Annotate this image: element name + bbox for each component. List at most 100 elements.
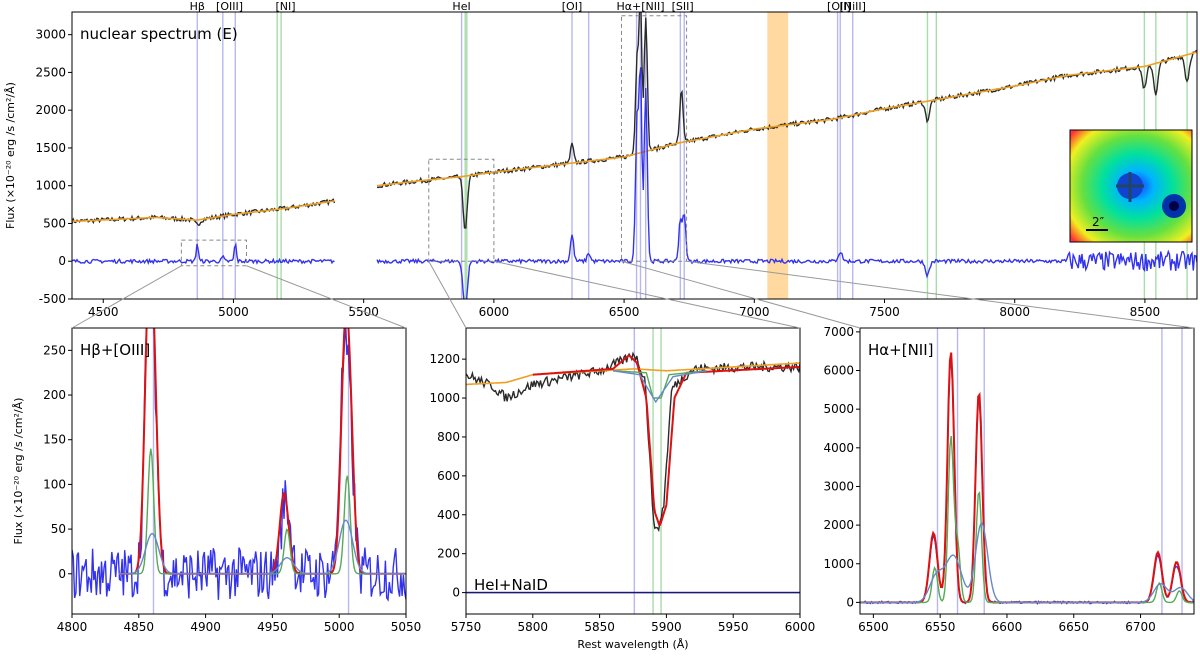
y-tick-label: 150 [43,433,66,447]
y-tick-label: 0 [846,595,854,609]
y-tick-label: 500 [43,216,66,230]
panel-hb: 4800 4850 4900 4950 5000 5050 0 50 100 150 200 250 H… [12,327,422,634]
panel-nad: 5750 5800 5850 5900 5950 6000 0 200 400 600 800 100… [429,327,816,651]
y-tick-label: 3000 [823,479,854,493]
y-tick-label: 1000 [35,179,66,193]
plot-frame [71,327,407,615]
line-label: [OII] [827,0,851,13]
x-tick-label: 6700 [1125,620,1156,634]
x-tick-label: 4800 [57,620,88,634]
series-model [72,51,1197,222]
y-tick-label: 250 [43,343,66,357]
y-tick-label: 200 [437,547,460,561]
panel-title: Hβ+[OIII] [80,341,150,359]
x-tick-label: 5900 [651,620,682,634]
companion-core [1169,201,1179,211]
line-label: [OIII] [216,0,243,13]
x-tick-label: 5000 [324,620,355,634]
x-tick-label: 5850 [584,620,615,634]
y-tick-label: 1500 [35,141,66,155]
series-residual [72,67,1197,299]
x-tick-label: 6000 [785,620,816,634]
panel-top: 450050005500600065007000750080008500-500… [4,0,1198,319]
plot-area [72,12,1197,299]
y-tick-label: 2000 [823,518,854,532]
y-axis-label: Flux (×10⁻²⁰ erg /s /cm²/Å) [4,82,17,229]
x-tick-label: 7000 [739,305,770,319]
x-tick-label: 4850 [124,620,155,634]
line-label: [NiII] [840,0,866,13]
y-tick-label: 4000 [823,441,854,455]
plot-area [72,328,406,614]
x-tick-label: 8500 [1130,305,1161,319]
y-tick-label: 2500 [35,65,66,79]
y-tick-label: 1000 [823,557,854,571]
series-total-fit [118,328,406,575]
panel-title: nuclear spectrum (E) [80,25,238,43]
x-axis-label: Rest wavelength (Å) [577,638,688,651]
line-label: [OI] [562,0,583,13]
series-component-2 [118,519,406,575]
series-data [860,360,1194,605]
zoom-connector [493,260,801,329]
zoom-connector [246,265,407,329]
y-tick-label: 5000 [823,402,854,416]
x-tick-label: 6500 [858,620,889,634]
y-tick-label: -500 [39,292,66,306]
panel-ha: 6500 6550 6600 6650 6700 0 1000 2000 3000 4000 500… [823,325,1195,634]
plot-area [860,328,1194,614]
zoom-connector [621,260,861,329]
plot-frame [859,327,1195,615]
zoom-box [180,239,247,267]
series-component-2 [612,370,707,404]
series-component-1 [860,436,1194,604]
y-tick-label: 1000 [429,391,460,405]
y-tick-label: 200 [43,388,66,402]
x-tick-label: 7500 [869,305,900,319]
zoom-connector [686,260,1195,329]
masked-band [767,12,789,299]
line-label: [NI] [276,0,296,13]
x-tick-label: 5950 [718,620,749,634]
plot-area [466,328,800,614]
zoom-connector [71,265,182,329]
x-tick-label: 5000 [218,305,249,319]
series-total-fit [860,352,1194,604]
series-total-fit [532,354,800,527]
y-tick-label: 0 [452,586,460,600]
x-tick-label: 5050 [391,620,422,634]
line-label: Hβ [190,0,205,13]
y-tick-label: 3000 [35,28,66,42]
y-tick-label: 100 [43,477,66,491]
line-label: Hα+[NII] [616,0,664,13]
y-tick-label: 6000 [823,364,854,378]
x-tick-label: 5800 [518,620,549,634]
x-tick-label: 6550 [925,620,956,634]
y-tick-label: 1200 [429,352,460,366]
x-tick-label: 4900 [190,620,221,634]
panel-title: Hα+[NII] [868,341,934,359]
plot-frame [465,327,801,615]
series-component-1 [613,370,707,399]
x-tick-label: 5750 [451,620,482,634]
series-model [466,362,800,386]
y-tick-label: 2000 [35,103,66,117]
line-label: HeI [452,0,470,13]
y-tick-label: 600 [437,469,460,483]
y-tick-label: 400 [437,508,460,522]
y-axis-label: Flux (×10⁻²⁰ erg /s /cm²/Å) [12,398,25,545]
x-tick-label: 4500 [88,305,119,319]
zoom-box [620,15,688,262]
y-tick-label: 50 [51,522,66,536]
y-tick-label: 0 [58,567,66,581]
inset-map: 2″ [1069,129,1193,243]
y-tick-label: 7000 [823,325,854,339]
x-tick-label: 6500 [609,305,640,319]
x-tick-label: 6600 [992,620,1023,634]
scale-bar-label: 2″ [1092,215,1105,229]
zoom-connector [428,260,467,329]
x-tick-label: 4950 [257,620,288,634]
plot-frame [71,11,1198,300]
zoom-box [428,158,495,262]
